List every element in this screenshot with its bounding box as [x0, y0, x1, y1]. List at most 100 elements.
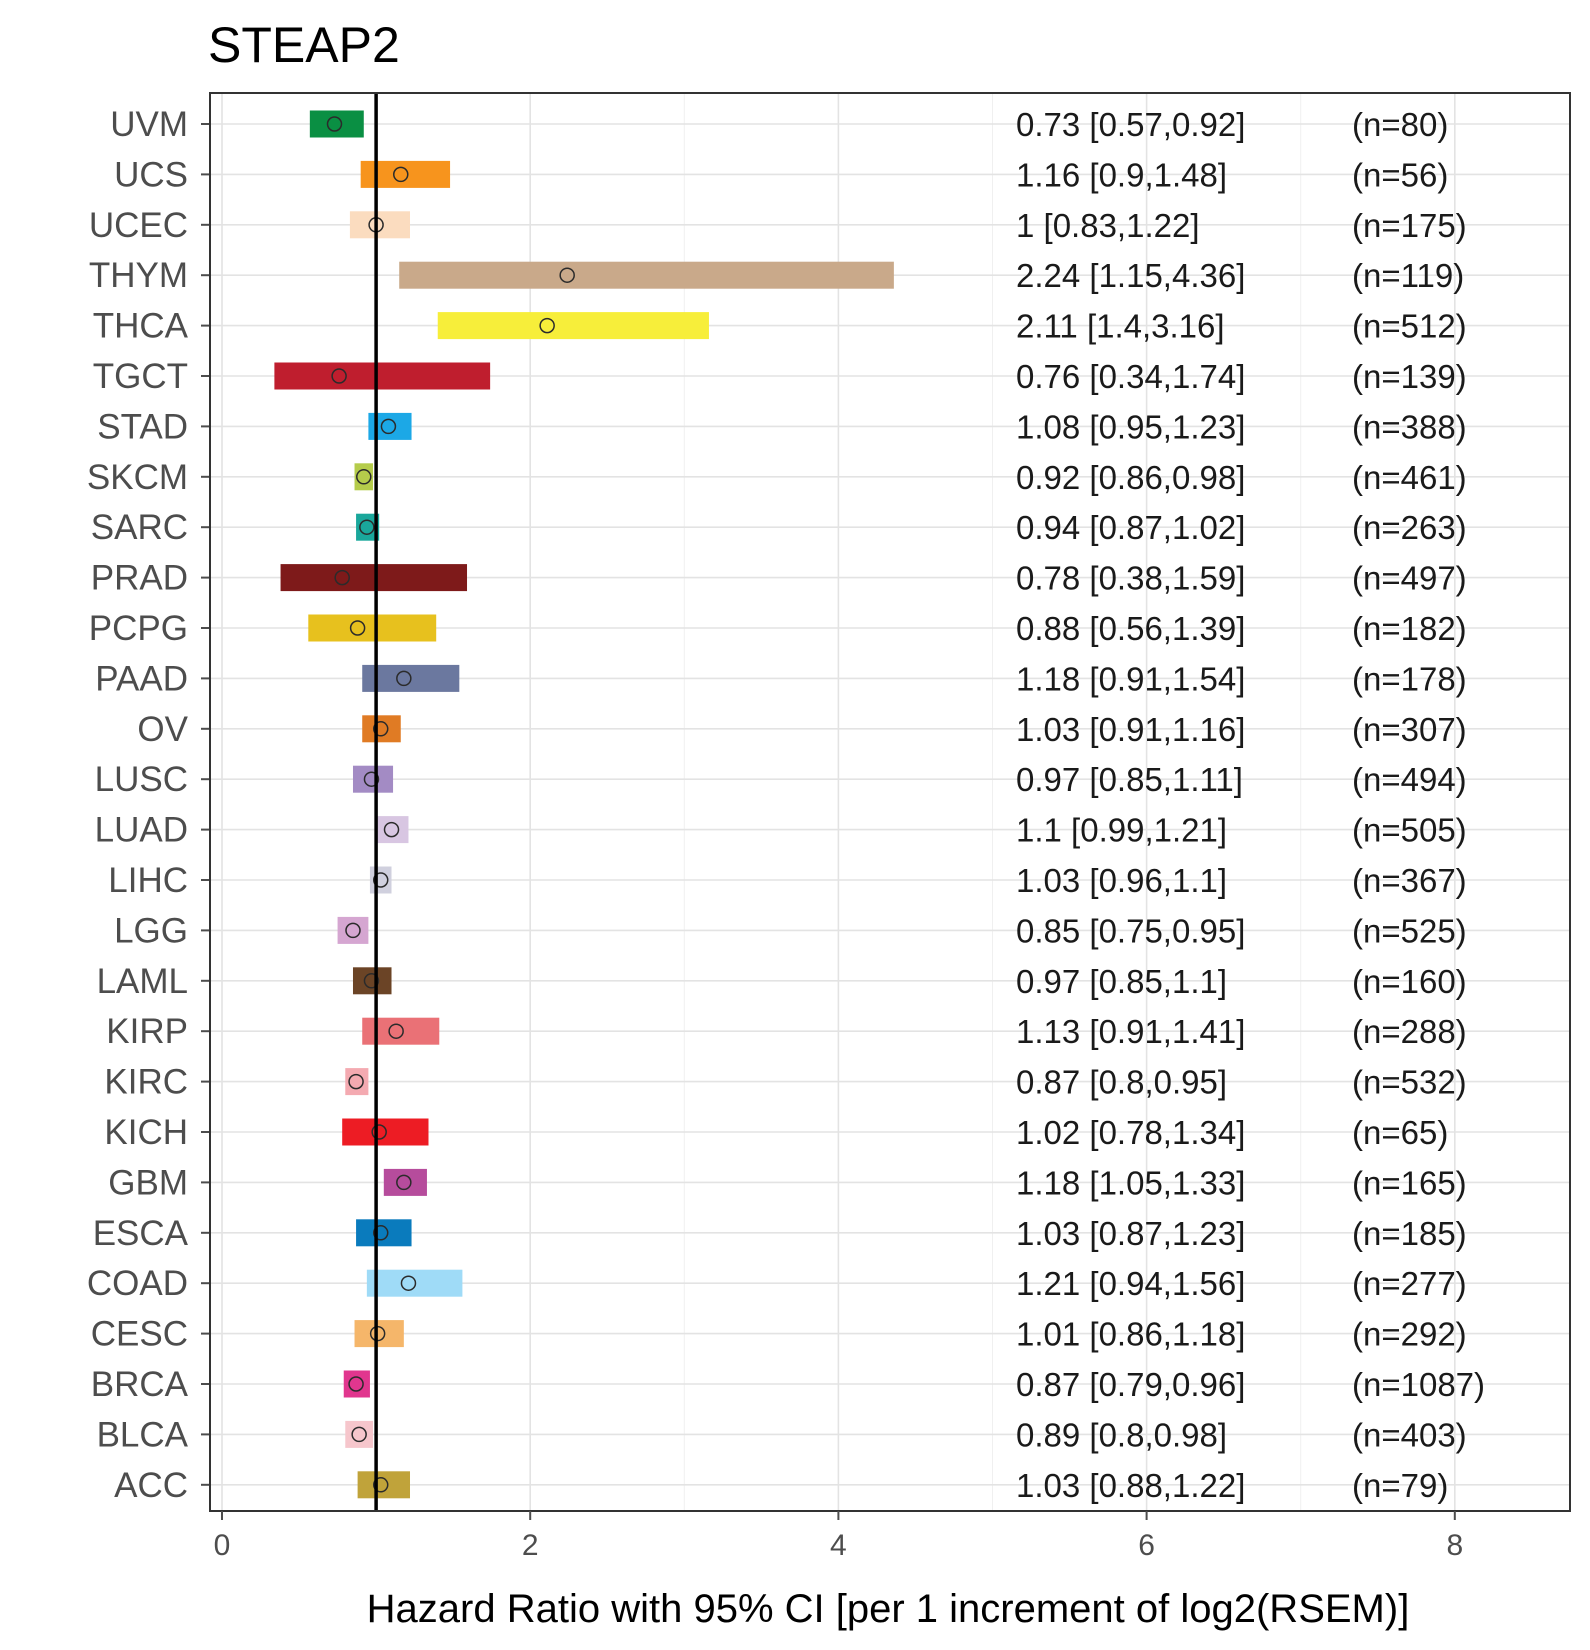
hr-point-uvm: [326, 116, 343, 132]
y-tick-label: THCA: [93, 307, 189, 346]
ci-annotation: 1.03 [0.91,1.16]: [1016, 711, 1245, 748]
hr-point-coad: [400, 1275, 417, 1291]
x-axis-label: Hazard Ratio with 95% CI [per 1 incremen…: [367, 1587, 1410, 1631]
n-annotation: (n=292): [1352, 1316, 1467, 1353]
y-tick-label: COAD: [87, 1264, 188, 1303]
y-tick-label: SKCM: [87, 458, 188, 497]
ci-bar-tgct: [274, 362, 491, 390]
n-annotation: (n=56): [1352, 156, 1448, 193]
n-annotation: (n=119): [1352, 257, 1464, 294]
n-annotation: (n=307): [1352, 711, 1467, 748]
ci-bar-prad: [280, 564, 468, 592]
ci-annotation: 0.94 [0.87,1.02]: [1016, 509, 1245, 546]
ci-annotation: 1.01 [0.86,1.18]: [1016, 1316, 1245, 1353]
ci-bar-kirp: [362, 1017, 440, 1045]
y-tick-label: KIRP: [106, 1012, 188, 1051]
ci-annotation: 1.03 [0.96,1.1]: [1016, 862, 1227, 899]
x-tick-label: 0: [214, 1529, 231, 1562]
hr-point-esca: [372, 1225, 389, 1241]
y-tick-label: CESC: [91, 1315, 188, 1354]
ci-bar-brca: [343, 1370, 370, 1398]
ci-annotation: 2.11 [1.4,3.16]: [1016, 308, 1225, 345]
hr-point-thca: [539, 317, 555, 334]
ci-annotation: 1.18 [0.91,1.54]: [1016, 660, 1245, 697]
hr-point-prad: [334, 569, 350, 586]
n-annotation: (n=461): [1352, 459, 1467, 496]
hr-point-skcm: [356, 469, 372, 485]
ci-annotation: 0.76 [0.34,1.74]: [1016, 358, 1245, 395]
n-annotation: (n=512): [1352, 308, 1467, 345]
ci-bar-gbm: [383, 1168, 427, 1196]
ci-bar-cesc: [354, 1320, 404, 1348]
y-tick-label: SARC: [91, 508, 188, 547]
ci-bar-blca: [345, 1420, 374, 1448]
hr-point-pcpg: [349, 620, 366, 636]
ci-bar-pcpg: [308, 614, 437, 642]
ci-bar-skcm: [354, 463, 374, 491]
ci-annotation: 1.16 [0.9,1.48]: [1016, 156, 1227, 193]
y-tick-label: GBM: [108, 1163, 188, 1202]
y-tick-label: PCPG: [89, 609, 188, 648]
hr-point-gbm: [396, 1174, 412, 1191]
ci-annotation: 0.97 [0.85,1.1]: [1016, 963, 1227, 1000]
n-annotation: (n=525): [1352, 912, 1467, 949]
y-tick-label: ESCA: [93, 1214, 189, 1253]
y-tick-label: UCS: [114, 155, 188, 194]
ci-annotation: 1.02 [0.78,1.34]: [1016, 1114, 1245, 1151]
n-annotation: (n=388): [1352, 408, 1467, 445]
ci-annotation: 0.87 [0.79,0.96]: [1016, 1366, 1245, 1403]
y-tick-label: LUAD: [95, 811, 188, 850]
hr-point-ucs: [393, 166, 409, 183]
n-annotation: (n=532): [1352, 1064, 1467, 1101]
n-annotation: (n=1087): [1352, 1366, 1485, 1403]
n-annotation: (n=160): [1352, 963, 1467, 1000]
ci-annotation: 0.87 [0.8,0.95]: [1016, 1064, 1227, 1101]
hr-point-ov: [372, 721, 389, 737]
ci-bar-kich: [342, 1118, 429, 1146]
ci-annotation: 1.13 [0.91,1.41]: [1016, 1013, 1245, 1050]
x-tick-label: 2: [522, 1529, 539, 1562]
hr-point-lgg: [345, 922, 361, 939]
chart-title: STEAP2: [208, 17, 400, 73]
n-annotation: (n=175): [1352, 207, 1467, 244]
y-tick-label: STAD: [97, 407, 188, 446]
hr-point-sarc: [359, 519, 375, 535]
ci-bar-coad: [366, 1269, 463, 1297]
hr-point-blca: [351, 1426, 367, 1443]
ci-annotation: 0.78 [0.38,1.59]: [1016, 560, 1245, 597]
y-tick-label: KICH: [104, 1113, 188, 1152]
n-annotation: (n=494): [1352, 761, 1467, 798]
y-tick-label: LAML: [97, 962, 188, 1001]
ci-annotation: 0.97 [0.85,1.11]: [1016, 761, 1243, 798]
ci-bar-thym: [399, 261, 894, 289]
y-tick-label: ACC: [114, 1466, 188, 1505]
x-tick-label: 8: [1446, 1529, 1463, 1562]
y-tick-label: THYM: [89, 256, 188, 295]
ci-annotation: 1.21 [0.94,1.56]: [1016, 1265, 1245, 1302]
ci-annotation: 0.92 [0.86,0.98]: [1016, 459, 1245, 496]
n-annotation: (n=403): [1352, 1416, 1467, 1453]
ci-annotation: 2.24 [1.15,4.36]: [1016, 257, 1245, 294]
y-tick-label: BLCA: [97, 1415, 189, 1454]
n-annotation: (n=185): [1352, 1215, 1467, 1252]
ci-bar-ucs: [360, 160, 451, 188]
ci-annotation: 1.03 [0.87,1.23]: [1016, 1215, 1245, 1252]
x-tick-label: 4: [830, 1529, 847, 1562]
hr-point-tgct: [331, 368, 347, 384]
hr-point-lihc: [372, 872, 389, 888]
y-tick-label: OV: [137, 710, 188, 749]
y-tick-label: UCEC: [89, 206, 188, 245]
hr-point-paad: [396, 670, 412, 687]
ci-annotation: 1.08 [0.95,1.23]: [1016, 408, 1245, 445]
ci-bar-ov: [362, 715, 401, 743]
ci-annotation: 1 [0.83,1.22]: [1016, 207, 1199, 244]
n-annotation: (n=139): [1352, 358, 1467, 395]
n-annotation: (n=182): [1352, 610, 1467, 647]
ci-annotation: 0.88 [0.56,1.39]: [1016, 610, 1245, 647]
n-annotation: (n=367): [1352, 862, 1467, 899]
ci-bar-laml: [352, 967, 392, 995]
plot-area: UVM 0.73 [0.57,0.92] (n=80) UCS 1.16 [0.9,1.…: [87, 92, 1571, 1562]
y-tick-label: LUSC: [95, 760, 188, 799]
n-annotation: (n=288): [1352, 1013, 1467, 1050]
